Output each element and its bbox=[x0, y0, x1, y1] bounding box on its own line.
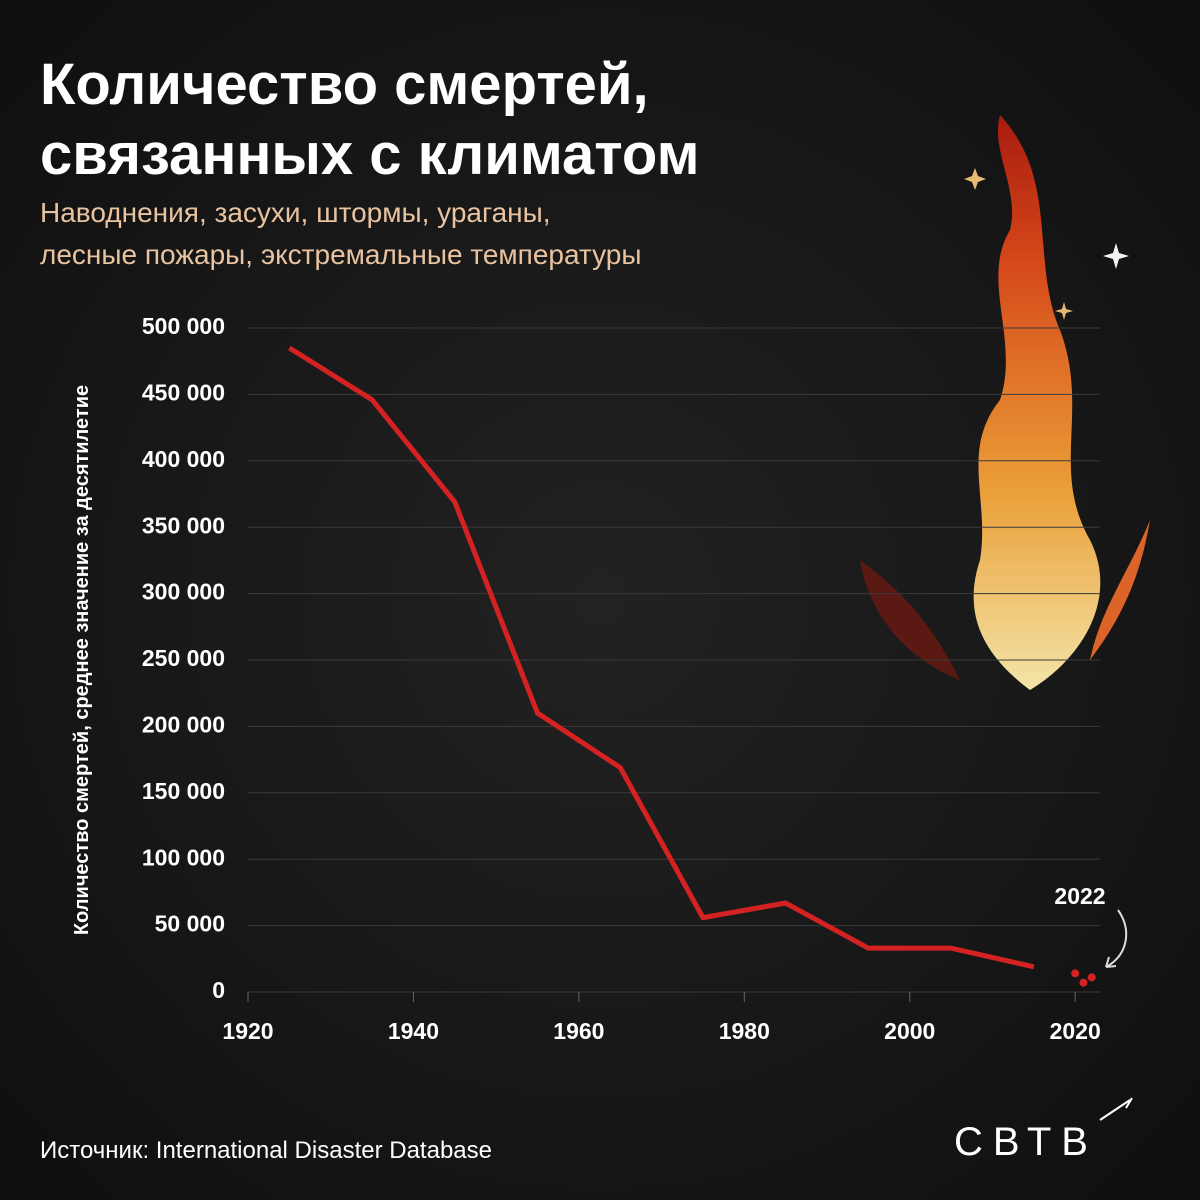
y-tick-label: 500 000 bbox=[142, 313, 225, 339]
y-tick-label: 0 bbox=[212, 977, 225, 1003]
y-tick-label: 200 000 bbox=[142, 711, 225, 737]
logo-icon bbox=[1099, 1097, 1133, 1121]
y-tick-label: 400 000 bbox=[142, 446, 225, 472]
y-tick-label: 150 000 bbox=[142, 778, 225, 804]
y-tick-label: 450 000 bbox=[142, 379, 225, 405]
data-point bbox=[1071, 969, 1080, 978]
chart-subtitle: Наводнения, засухи, штормы, ураганы, лесн… bbox=[40, 197, 641, 270]
source: Источник: International Disaster Databas… bbox=[40, 1137, 492, 1164]
y-tick-label: 250 000 bbox=[142, 645, 225, 671]
flame-decoration bbox=[860, 115, 1150, 690]
data-point bbox=[1079, 978, 1088, 987]
y-axis-title: Количество смертей, среднее значение за … bbox=[71, 385, 93, 935]
y-tick-label: 100 000 bbox=[142, 844, 225, 870]
x-tick-label: 2020 bbox=[1050, 1018, 1101, 1044]
y-tick-label: 350 000 bbox=[142, 512, 225, 538]
x-tick-label: 1920 bbox=[222, 1018, 273, 1044]
annotation: 2022 bbox=[1054, 883, 1105, 909]
x-tick-label: 2000 bbox=[884, 1018, 935, 1044]
brand-logo: СВТВ bbox=[954, 1120, 1098, 1164]
x-tick-label: 1940 bbox=[388, 1018, 439, 1044]
annotation-arrow bbox=[1105, 909, 1128, 968]
chart-title: Количество смертей, связанных с климатом bbox=[40, 52, 700, 187]
y-tick-label: 50 000 bbox=[155, 911, 225, 937]
y-tick-label: 300 000 bbox=[142, 579, 225, 605]
x-tick-label: 1980 bbox=[719, 1018, 770, 1044]
data-line bbox=[288, 345, 1035, 970]
x-tick-label: 1960 bbox=[553, 1018, 604, 1044]
data-point bbox=[1087, 973, 1096, 982]
